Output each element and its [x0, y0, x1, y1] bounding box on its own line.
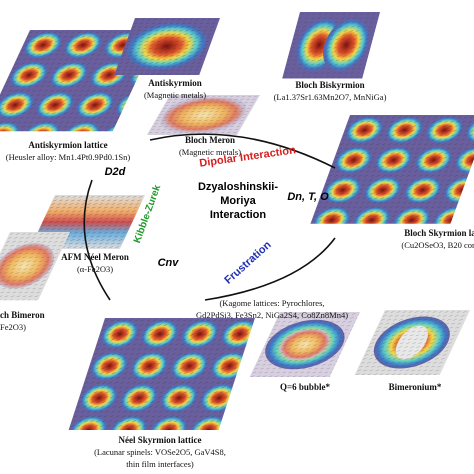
panel-subtitle: (Heusler alloy: Mn1.4Pt0.9Pd0.1Sn) [6, 152, 131, 162]
panel-subtitle: (α-Fe2O3) [77, 264, 113, 274]
symmetry-label: D2d [105, 166, 126, 178]
panel-title: Bimeronium* [389, 382, 442, 392]
panel-title: Antiskyrmion lattice [28, 140, 107, 150]
symmetry-label: Cnv [158, 257, 180, 269]
panel-subtitle: (Magnetic metals) [144, 90, 206, 100]
panel-title: ch Bimeron [0, 310, 45, 320]
tile-q6-bubble [249, 312, 360, 378]
tile-antiskyrmion [114, 18, 220, 76]
panel-subtitle: (La1.37Sr1.63Mn2O7, MnNiGa) [274, 92, 387, 102]
dmi-line: Interaction [210, 209, 267, 221]
panel-title: AFM Néel Meron [61, 252, 129, 262]
panel-title: Bloch Meron [185, 135, 235, 145]
kagome-line: (Kagome lattices: Pyrochlores, [219, 298, 324, 308]
panel-title: Q=6 bubble* [280, 382, 330, 392]
frustration-label: Frustration [222, 239, 273, 287]
panel-subtitle: (Magnetic metals) [179, 147, 241, 157]
panel-title: Bloch Biskyrmion [295, 80, 364, 90]
tile-bimeron [0, 232, 70, 301]
panel-title: Néel Skyrmion lattice [119, 435, 202, 445]
dmi-line: Dzyaloshinskii- [198, 181, 278, 193]
panel-title: Antiskyrmion [148, 78, 202, 88]
arcs [83, 133, 336, 301]
panel-subtitle: (Cu2OSeO3, B20 com [401, 240, 474, 250]
center-labels: Dzyaloshinskii- Moriya Interaction Dipol… [105, 144, 330, 286]
kagome-line: Gd2PdSi3, Fe3Sn2, NiGa2S4, Co8Zn8Mn4) [196, 310, 348, 320]
tile-bimeronium [354, 310, 470, 376]
panel-subtitle: thin film interfaces) [126, 459, 194, 469]
symmetry-label: Dn, T, O [287, 191, 329, 203]
panel-subtitle: Fe2O3) [0, 322, 26, 332]
tile-bloch-biskyrmion [282, 12, 380, 79]
kibble-label: Kibble-Zurek [132, 183, 163, 245]
tile-antiskyrmion-lattice [0, 30, 160, 132]
panel-title: Bloch Skyrmion la [404, 228, 474, 238]
dmi-line: Moriya [220, 195, 256, 207]
tile-bloch-meron [146, 95, 260, 135]
labels: Antiskyrmion (Magnetic metals) Bloch Bis… [0, 78, 474, 469]
panel-subtitle: (Lacunar spinels: VOSe2O5, GaV4S8, [94, 447, 226, 457]
tile-bloch-skyrmion-lattice [310, 115, 474, 224]
tile-neel-skyrmion-lattice [68, 318, 255, 431]
